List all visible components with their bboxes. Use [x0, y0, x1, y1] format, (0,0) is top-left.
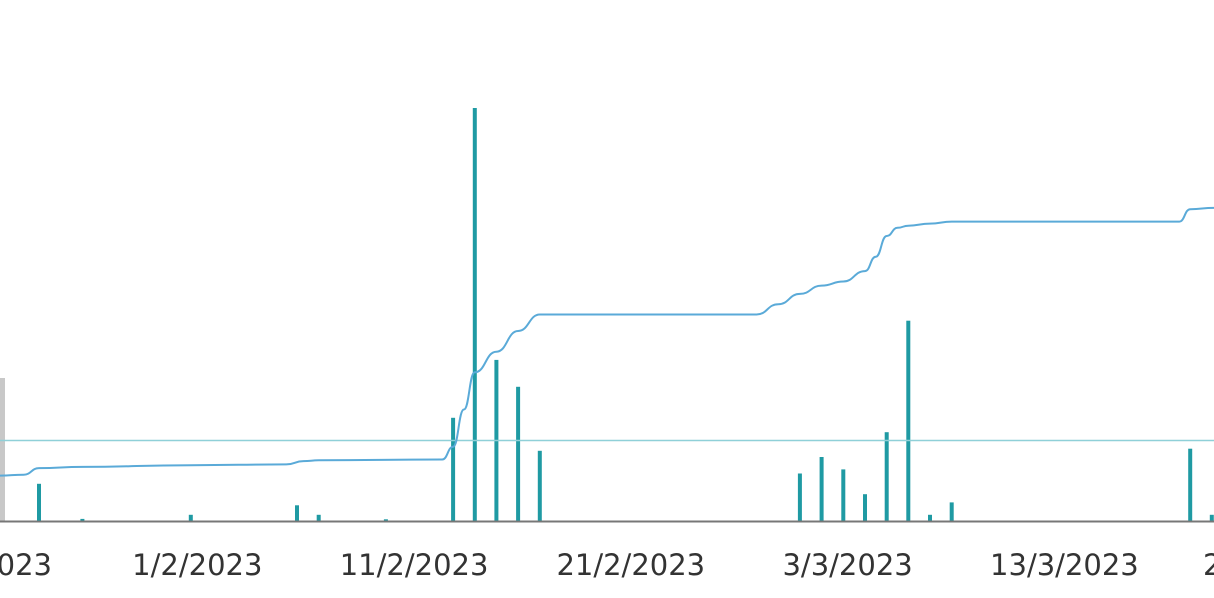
cumulative-line	[0, 206, 1214, 477]
x-tick-label: 11/2/2023	[340, 548, 489, 582]
x-tick-label: 13/3/2023	[990, 548, 1139, 582]
x-tick-label: 3/3/2023	[782, 548, 912, 582]
bar-3	[295, 505, 299, 521]
bar-13	[841, 469, 846, 521]
bar-16	[906, 320, 911, 521]
bar-6	[451, 417, 456, 522]
bar-4	[316, 514, 321, 521]
bar-17	[928, 514, 932, 521]
x-tick-label: 2023	[0, 548, 52, 582]
bar-9	[516, 386, 521, 521]
bar-1	[80, 518, 85, 521]
bar-0	[37, 483, 41, 521]
cumulative-line-layer	[0, 206, 1214, 477]
left-edge-marker	[0, 378, 5, 521]
bar-20	[1209, 514, 1214, 521]
bar-18	[949, 502, 954, 521]
x-tick-labels: 2023 1/2/2023 11/2/2023 21/2/2023 3/3/2023 13…	[0, 548, 1214, 582]
bar-14	[863, 494, 867, 521]
x-tick-label: 21/2/2023	[556, 548, 705, 582]
bar-19	[1188, 448, 1193, 521]
x-tick-label: 2	[1203, 548, 1214, 582]
bar-2	[188, 514, 193, 521]
bar-12	[819, 457, 824, 521]
bar-10	[537, 450, 542, 521]
bar-11	[797, 473, 802, 521]
bar-5	[383, 519, 388, 521]
bar-7	[472, 108, 477, 521]
bar-15	[884, 432, 889, 521]
x-tick-label: 1/2/2023	[132, 548, 262, 582]
